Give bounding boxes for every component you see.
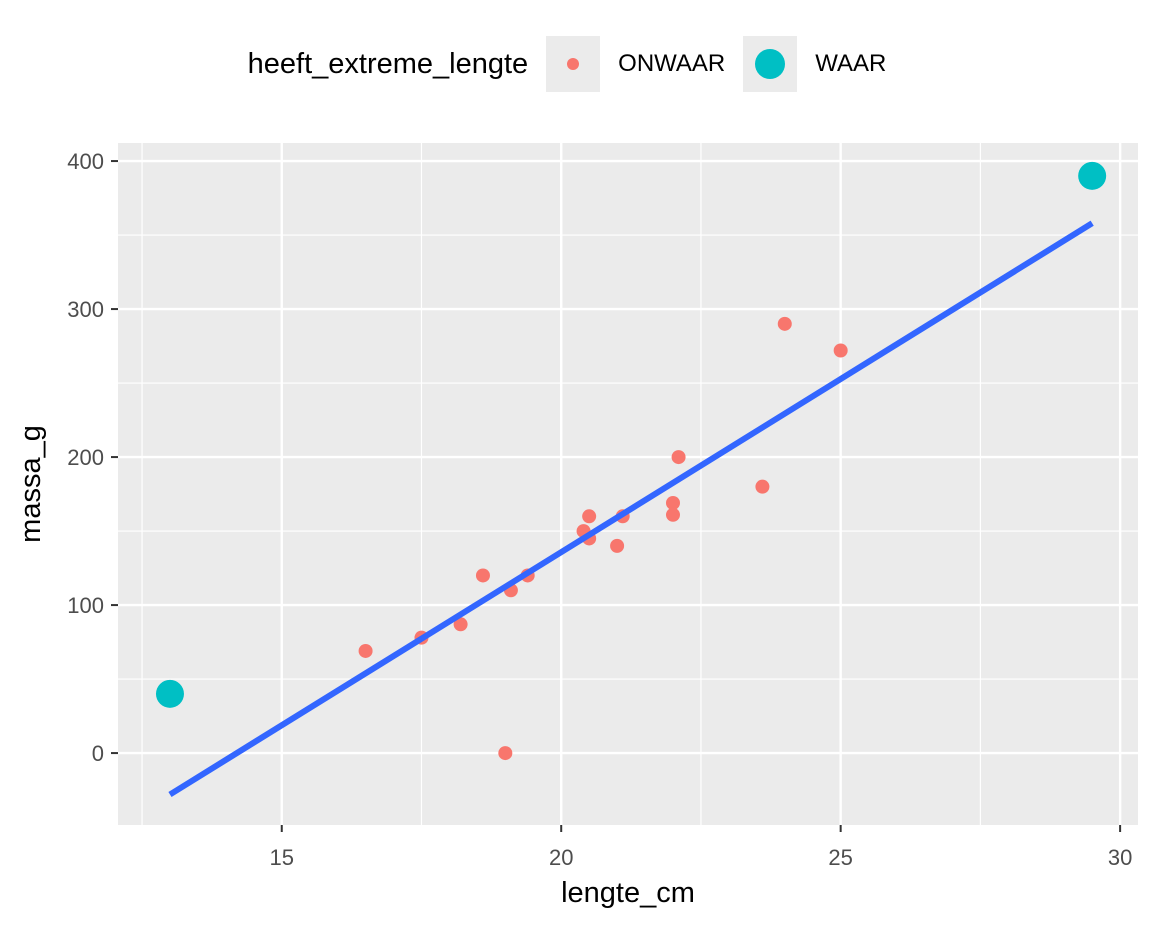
legend-dot-waar-icon — [755, 49, 786, 79]
data-point-onwaar — [475, 568, 490, 583]
data-points — [155, 161, 1107, 798]
data-point-onwaar — [665, 507, 680, 522]
x-tick-label: 30 — [1108, 845, 1132, 870]
y-axis-title: massa_g — [15, 425, 47, 543]
x-tick-label: 15 — [270, 845, 294, 870]
y-tick-label: 100 — [67, 593, 104, 618]
data-point-waar — [155, 679, 184, 708]
y-tick-label: 0 — [92, 741, 104, 766]
legend-dot-onwaar-icon — [567, 58, 580, 70]
x-axis-title: lengte_cm — [561, 877, 695, 909]
legend-key-onwaar — [546, 36, 601, 92]
data-point-onwaar — [582, 509, 597, 524]
x-tick-label: 20 — [549, 845, 573, 870]
data-point-waar — [1078, 161, 1107, 190]
legend: heeft_extreme_lengte ONWAAR WAAR — [0, 36, 1152, 92]
y-tick-label: 300 — [67, 297, 104, 322]
data-point-onwaar — [755, 479, 770, 494]
plot-panel — [118, 143, 1138, 825]
data-point-onwaar — [358, 643, 373, 658]
data-point-onwaar — [498, 746, 513, 761]
legend-label-onwaar: ONWAAR — [618, 50, 726, 77]
data-point-onwaar — [610, 538, 625, 553]
y-tick-label: 400 — [67, 149, 104, 174]
panel-background — [118, 143, 1138, 825]
x-tick-label: 25 — [828, 845, 852, 870]
regression-line — [168, 220, 1094, 798]
y-tick-label: 200 — [67, 445, 104, 470]
data-point-onwaar — [777, 316, 792, 331]
data-point-onwaar — [665, 495, 680, 510]
data-point-onwaar — [453, 617, 468, 632]
legend-key-waar — [743, 36, 798, 92]
data-point-onwaar — [671, 450, 686, 465]
legend-title: heeft_extreme_lengte — [247, 47, 529, 80]
data-point-onwaar — [833, 343, 848, 358]
legend-label-waar: WAAR — [815, 50, 887, 77]
